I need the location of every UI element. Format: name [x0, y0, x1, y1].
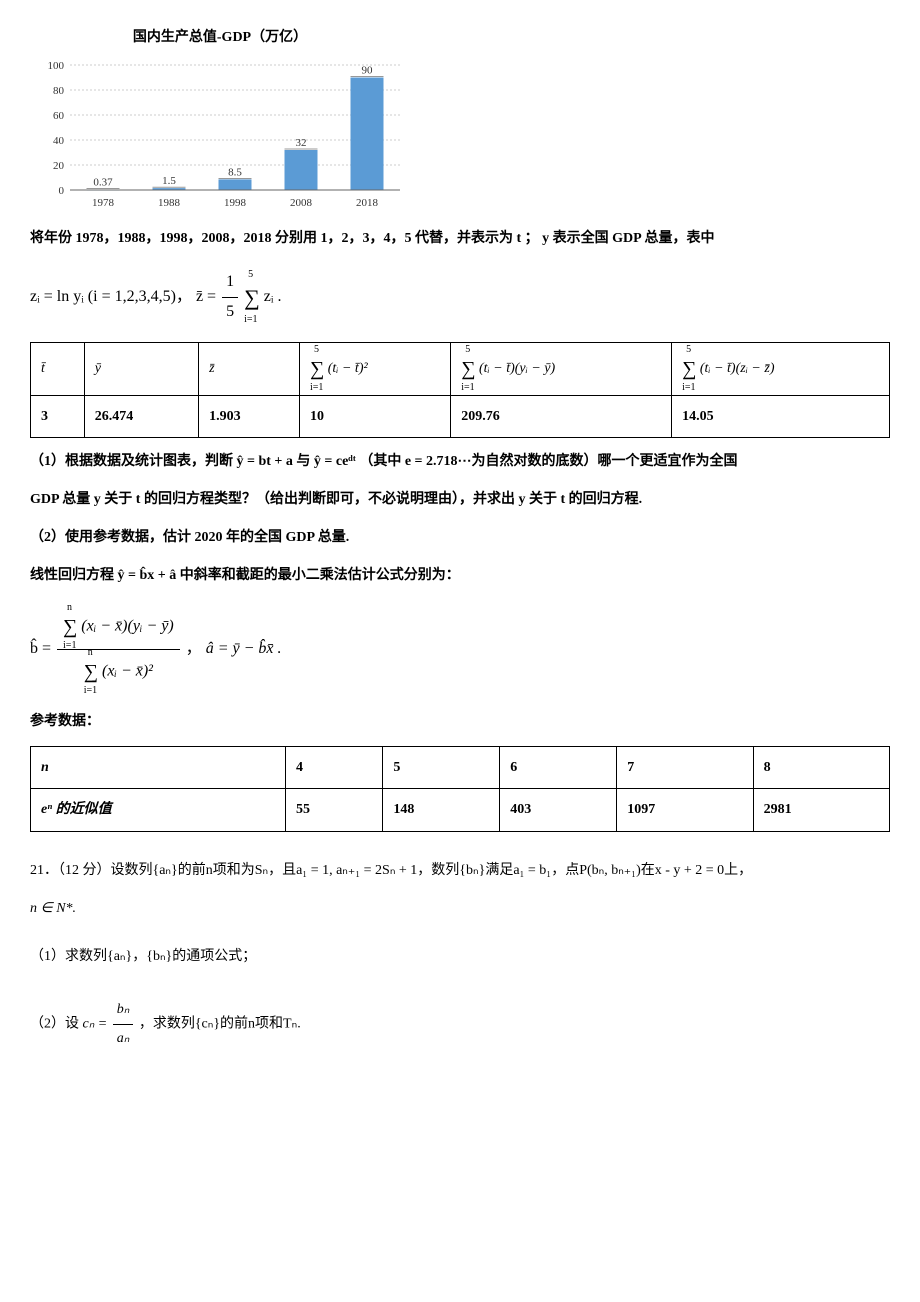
frac-1-5: 1 5	[222, 268, 238, 327]
svg-text:0.37: 0.37	[93, 177, 113, 189]
bhat-frac: n ∑ i=1 (xᵢ − x̄)(yᵢ − ȳ) n ∑ i=1 (xᵢ − …	[57, 605, 180, 694]
svg-text:0: 0	[59, 185, 65, 197]
zbar-prefix: z̄ =	[196, 288, 220, 305]
table-row: 3 26.474 1.903 10 209.76 14.05	[31, 395, 890, 437]
th-zbar: z̄	[199, 342, 300, 395]
cell: 403	[500, 789, 617, 831]
cell: 3	[31, 395, 85, 437]
sum-body: zᵢ .	[264, 288, 282, 305]
svg-text:1998: 1998	[224, 197, 247, 209]
cell: 1.903	[199, 395, 300, 437]
regression-intro: 线性回归方程 ŷ = b̂x + â 中斜率和截距的最小二乘法估计公式分别为：	[30, 562, 890, 590]
cell: 26.474	[84, 395, 198, 437]
cell: 55	[285, 789, 382, 831]
table-row: t̄ ȳ z̄ 5 ∑ i=1 (tᵢ − t̄)² 5 ∑ i=1 (tᵢ −…	[31, 342, 890, 395]
th-tbar: t̄	[31, 342, 85, 395]
svg-text:32: 32	[296, 137, 307, 149]
cell: 4	[285, 747, 382, 789]
cell: 1097	[617, 789, 753, 831]
cell: 5	[383, 747, 500, 789]
svg-text:90: 90	[362, 65, 374, 77]
reference-table: n 4 5 6 7 8 eⁿ 的近似值 55 148 403 1097 2981	[30, 746, 890, 831]
cell: eⁿ 的近似值	[31, 789, 286, 831]
problem-21-q1: （1）求数列{aₙ}，{bₙ}的通项公式；	[30, 943, 890, 971]
cell: 148	[383, 789, 500, 831]
ahat-formula: â = ȳ − b̂x̄ .	[206, 640, 282, 657]
z-definition: zᵢ = ln yᵢ (i = 1,2,3,4,5)， z̄ = 1 5 5 ∑…	[30, 268, 890, 327]
regression-formula: b̂ = n ∑ i=1 (xᵢ − x̄)(yᵢ − ȳ) n ∑ i=1 (…	[30, 605, 890, 694]
stats-table: t̄ ȳ z̄ 5 ∑ i=1 (tᵢ − t̄)² 5 ∑ i=1 (tᵢ −…	[30, 342, 890, 438]
chart-svg: 0 20 40 60 80 100 0.37 1978 1.5 1988 8.5 1998 32 2008…	[30, 55, 410, 215]
svg-text:40: 40	[53, 135, 65, 147]
svg-text:1.5: 1.5	[162, 175, 176, 187]
z-lhs: zᵢ = ln yᵢ (i = 1,2,3,4,5)，	[30, 288, 192, 305]
cell: n	[31, 747, 286, 789]
bhat-label: b̂ =	[30, 640, 55, 657]
problem-21-line2: n ∈ N*.	[30, 895, 890, 923]
comma: ，	[186, 640, 206, 657]
chart-title: 国内生产总值-GDP（万亿）	[30, 25, 410, 50]
svg-text:8.5: 8.5	[228, 167, 242, 179]
table-row: n 4 5 6 7 8	[31, 747, 890, 789]
question-1b: GDP 总量 y 关于 t 的回归方程类型？（给出判断即可，不必说明理由），并求…	[30, 486, 890, 514]
cell: 209.76	[451, 395, 672, 437]
svg-text:100: 100	[48, 60, 65, 72]
sum-symbol: 5 ∑ i=1	[244, 278, 260, 318]
intro-text: 将年份 1978，1988，1998，2008，2018 分别用 1，2，3，4…	[30, 225, 890, 253]
cell: 6	[500, 747, 617, 789]
cell: 2981	[753, 789, 889, 831]
svg-text:1988: 1988	[158, 197, 181, 209]
th-sum2: 5 ∑ i=1 (tᵢ − t̄)(yᵢ − ȳ)	[451, 342, 672, 395]
cn-frac: bₙ aₙ	[113, 996, 134, 1053]
cell: 10	[299, 395, 450, 437]
table-row: eⁿ 的近似值 55 148 403 1097 2981	[31, 789, 890, 831]
cell: 8	[753, 747, 889, 789]
svg-text:60: 60	[53, 110, 65, 122]
svg-text:2008: 2008	[290, 197, 313, 209]
svg-text:2018: 2018	[356, 197, 379, 209]
svg-text:20: 20	[53, 160, 65, 172]
th-sum3: 5 ∑ i=1 (tᵢ − t̄)(zᵢ − z̄)	[672, 342, 890, 395]
problem-21: 21．（12 分）设数列{aₙ}的前n项和为Sₙ，且a₁ = 1, aₙ₊₁ =…	[30, 857, 890, 885]
th-ybar: ȳ	[84, 342, 198, 395]
question-1: （1）根据数据及统计图表，判断 ŷ = bt + a 与 ŷ = ceᵈᵗ （其…	[30, 448, 890, 476]
gdp-chart: 国内生产总值-GDP（万亿） 0 20 40 60 80 100 0.37 1978 1.5 19…	[30, 25, 410, 215]
svg-text:80: 80	[53, 85, 65, 97]
cell: 14.05	[672, 395, 890, 437]
ref-data-head: 参考数据：	[30, 709, 890, 734]
th-sum1: 5 ∑ i=1 (tᵢ − t̄)²	[299, 342, 450, 395]
question-2: （2）使用参考数据，估计 2020 年的全国 GDP 总量.	[30, 524, 890, 552]
svg-text:1978: 1978	[92, 197, 115, 209]
cell: 7	[617, 747, 753, 789]
problem-21-q2: （2）设 cₙ = bₙ aₙ ，求数列{cₙ}的前n项和Tₙ.	[30, 996, 890, 1053]
